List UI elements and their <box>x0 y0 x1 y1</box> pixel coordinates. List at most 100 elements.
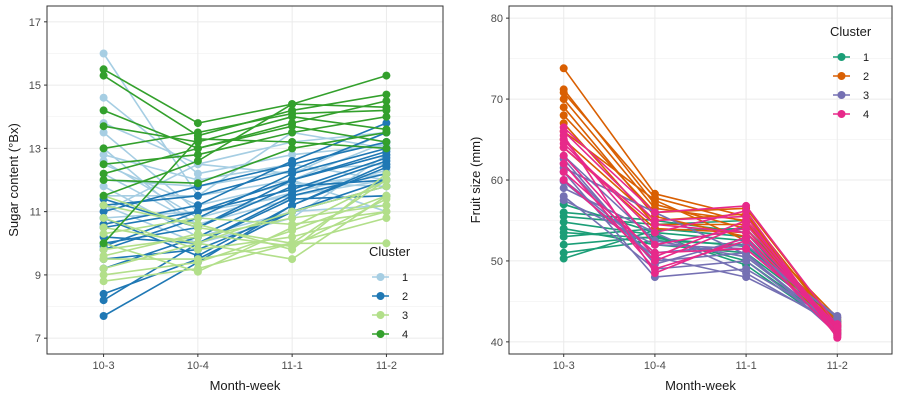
sugar-y-tick-label: 7 <box>35 333 41 345</box>
sugar-y-tick-label: 9 <box>35 270 41 282</box>
sugar-series-3-point <box>382 214 391 222</box>
sugar-series-1-point <box>99 182 108 191</box>
sugar-series-4-point <box>382 71 391 80</box>
sugar-x-tick-label: 11-2 <box>376 360 397 372</box>
sugar-series-3-point <box>382 239 391 248</box>
size-series-3-point <box>742 256 751 265</box>
size-series-4-point <box>559 139 568 148</box>
size-series-4-point <box>559 176 568 184</box>
sugar-series-4-point <box>382 106 391 115</box>
size-series-4-point <box>559 151 568 160</box>
sugar-series-3-line <box>103 195 387 245</box>
sugar-series-1-point <box>99 128 108 137</box>
sugar-series-2-point <box>288 157 297 165</box>
size-series-3-line <box>563 195 838 331</box>
sugar-series-2-point <box>99 207 108 216</box>
sugar-legend: Cluster 1 2 3 4 <box>369 244 411 341</box>
size-series-3-point <box>742 250 751 259</box>
sugar-series-2-point <box>288 166 297 175</box>
sugar-series-3-line <box>103 210 387 251</box>
size-series-4-line <box>563 179 838 332</box>
size-series-4-line <box>563 143 838 338</box>
sugar-series-3-point <box>382 201 391 210</box>
size-series-2-point <box>559 88 568 97</box>
sugar-series-2-point <box>193 201 202 210</box>
size-series-1-point <box>559 240 568 249</box>
sugar-series-3-point <box>288 226 297 235</box>
sugar-series-4-line <box>103 68 387 124</box>
sugar-series-3-line <box>103 198 387 257</box>
sugar-x-tick-label: 10-3 <box>93 360 115 372</box>
size-series-4-line <box>563 171 838 325</box>
size-series-4-point <box>742 244 751 253</box>
sugar-series-3-point <box>193 258 202 267</box>
size-y-tick-label: 50 <box>491 256 503 268</box>
size-series-4-point <box>833 333 842 341</box>
size-series-2-line <box>563 106 838 335</box>
size-legend-key-point <box>837 53 846 61</box>
size-series-4-line <box>563 126 838 327</box>
size-series-1-point <box>559 218 568 227</box>
sugar-series-3-point <box>99 214 108 222</box>
size-legend-title: Cluster <box>830 24 872 39</box>
size-series-2-point <box>559 95 568 104</box>
size-series-3-line <box>563 167 838 328</box>
sugar-series-4-point <box>288 138 297 146</box>
size-series-4-point <box>559 167 568 176</box>
sugar-y-tick-label: 15 <box>29 80 41 92</box>
sugar-series-3-line <box>103 217 387 260</box>
sugar-series-2-point <box>99 296 108 305</box>
size-x-tick-label: 11-2 <box>827 360 848 372</box>
size-series-3-point <box>559 184 568 193</box>
sugar-series-2-point <box>288 185 297 194</box>
sugar-series-4-point <box>288 100 297 109</box>
sugar-series-4-point <box>288 122 297 131</box>
sugar-series-2-point <box>99 312 108 320</box>
sugar-series-3-point <box>99 277 108 286</box>
sugar-series-3-line <box>103 210 387 235</box>
sugar-series-3-point <box>382 195 391 203</box>
size-series-2-point <box>650 193 659 202</box>
sugar-series-4-point <box>99 160 108 169</box>
sugar-series-3-point <box>288 242 297 251</box>
sugar-series-4-line <box>103 131 387 184</box>
sugar-series-4-point <box>193 128 202 137</box>
size-legend-label: 1 <box>863 52 869 64</box>
sugar-series-3-point <box>288 207 297 216</box>
sugar-legend-key-point <box>376 273 385 281</box>
sugar-series-2-point <box>193 207 202 216</box>
sugar-series-4-point <box>288 128 297 137</box>
size-y-tick-label: 60 <box>491 175 503 187</box>
sugar-series-4-point <box>99 122 108 131</box>
sugar-legend-key-point <box>376 311 385 319</box>
sugar-x-tick-label: 10-4 <box>187 360 209 372</box>
size-series-2-point <box>559 103 568 112</box>
sugar-x-axis-title: Month-week <box>210 378 281 393</box>
size-legend-key-point <box>837 91 846 99</box>
size-series-1-point <box>559 208 568 217</box>
sugar-series-1-point <box>99 150 108 159</box>
sugar-series-2-point <box>288 201 297 210</box>
sugar-series-2-point <box>288 176 297 184</box>
sugar-y-tick-label: 17 <box>29 17 41 29</box>
size-series-4-point <box>650 208 659 217</box>
sugar-series-4-point <box>288 144 297 153</box>
size-series-4-point <box>650 228 659 237</box>
sugar-series-4 <box>99 65 391 248</box>
sugar-series-4-point <box>382 112 391 121</box>
size-series-3-line <box>563 180 838 324</box>
size-y-tick-label: 40 <box>491 337 503 349</box>
size-series-2-line <box>563 138 838 328</box>
sugar-series-4-point <box>382 90 391 99</box>
sugar-series-1-line <box>103 122 387 165</box>
sugar-series-3-point <box>99 229 108 238</box>
size-y-tick-label: 80 <box>491 13 503 25</box>
sugar-series-3-point <box>99 264 108 273</box>
sugar-series-3-line <box>103 195 387 276</box>
sugar-series-4-line <box>103 103 387 197</box>
sugar-series-3-point <box>382 176 391 184</box>
sugar-series-4-line <box>103 138 387 244</box>
sugar-x-tick-label: 11-1 <box>282 360 303 372</box>
sugar-series-4-point <box>99 106 108 115</box>
